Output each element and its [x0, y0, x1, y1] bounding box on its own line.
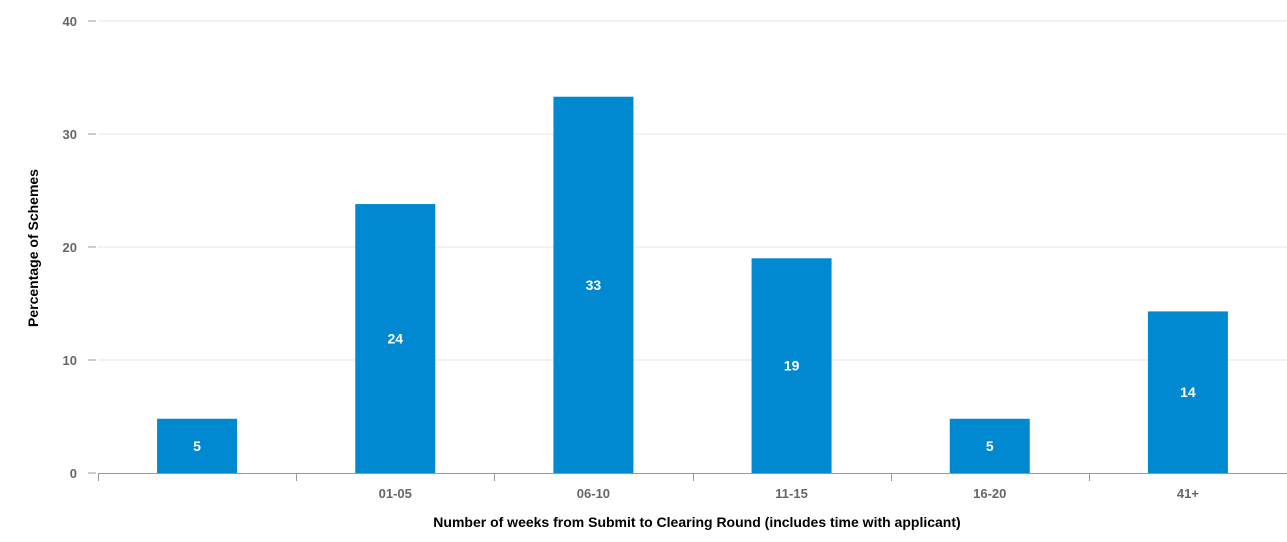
x-tick-label: 16-20 — [973, 486, 1006, 501]
y-tick-label: 30 — [63, 127, 77, 142]
x-axis-title: Number of weeks from Submit to Clearing … — [433, 514, 960, 530]
x-tick-label: 01-05 — [379, 486, 412, 501]
bars: 5 24 33 19 5 14 — [157, 96, 1228, 474]
data-label: 14 — [1180, 384, 1196, 400]
x-tick-label: 06-10 — [577, 486, 610, 501]
y-tick-label: 20 — [63, 240, 77, 255]
gridlines — [98, 20, 1287, 361]
data-label: 5 — [986, 438, 994, 454]
x-tick-label: 41+ — [1177, 486, 1199, 501]
bar — [949, 418, 1030, 473]
data-label: 5 — [193, 438, 201, 454]
y-axis-title: Percentage of Schemes — [25, 169, 41, 327]
data-label: 33 — [586, 277, 602, 293]
y-tick-label: 40 — [63, 14, 77, 29]
data-label: 24 — [387, 331, 403, 347]
bar — [751, 258, 832, 473]
bar — [553, 96, 634, 474]
bar — [355, 204, 436, 473]
y-tick-label: 10 — [63, 353, 77, 368]
y-axis: 0 10 20 30 40 — [63, 14, 96, 481]
x-tick-label: 11-15 — [775, 486, 808, 501]
data-label: 19 — [784, 358, 800, 374]
bar — [157, 418, 238, 473]
y-tick-label: 0 — [70, 466, 77, 481]
x-axis: 01-05 06-10 11-15 16-20 41+ — [98, 473, 1287, 501]
bar — [1147, 311, 1228, 473]
